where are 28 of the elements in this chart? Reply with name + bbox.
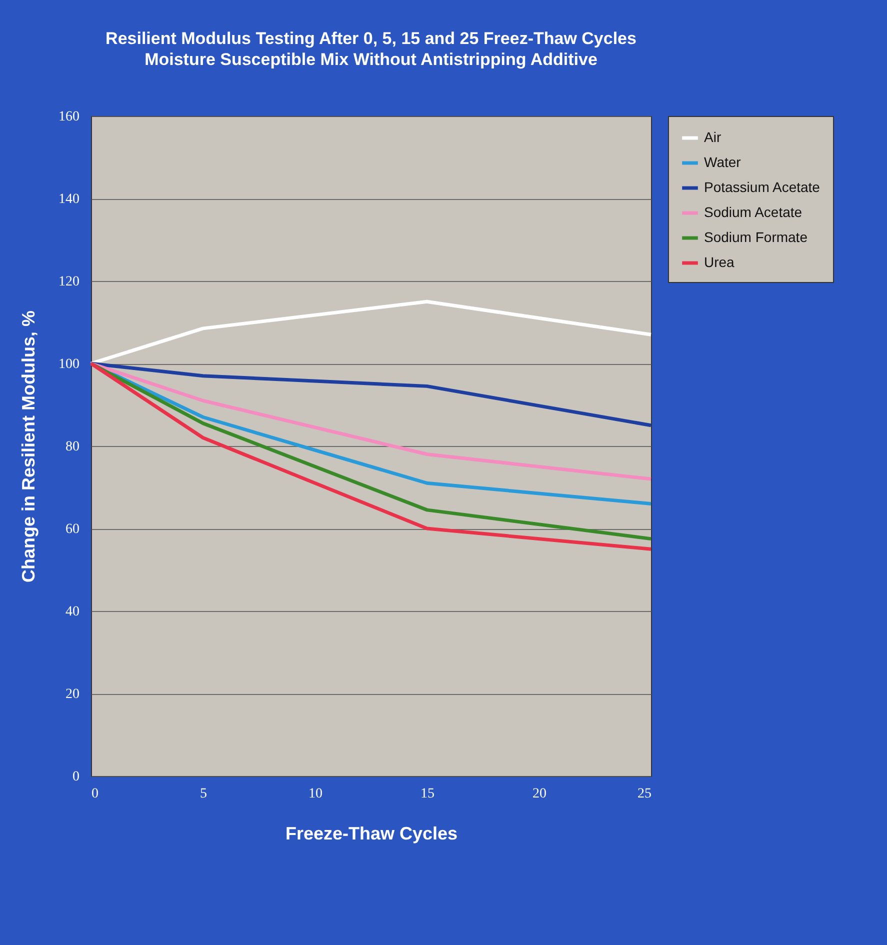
- legend-label: Water: [704, 154, 742, 170]
- line-series: [89, 362, 653, 481]
- chart-subtitle: Moisture Susceptible Mix Without Antistripping Additive: [144, 50, 598, 69]
- y-tick-label: 100: [58, 357, 80, 372]
- x-tick-label: 15: [420, 786, 434, 802]
- legend-label: Sodium Formate: [704, 229, 808, 245]
- y-tick-label: 120: [58, 274, 80, 290]
- line-series: [89, 300, 653, 366]
- legend-label: Urea: [704, 254, 735, 270]
- x-tick-label: 5: [200, 786, 207, 802]
- line-series: [89, 362, 653, 428]
- legend-label: Air: [704, 129, 722, 145]
- y-tick-label: 160: [58, 110, 80, 124]
- y-tick-label: 80: [66, 440, 80, 454]
- y-axis-title: Change in Resilient Modulus, %: [18, 310, 38, 583]
- chart-title: Resilient Modulus Testing After 0, 5, 15 and 25 Freez-Thaw Cycles: [106, 29, 636, 48]
- x-tick-label: 10: [308, 786, 322, 802]
- x-tick-label: 20: [532, 786, 546, 802]
- y-tick-label: 60: [66, 522, 80, 537]
- x-tick-label: 25: [638, 786, 652, 802]
- x-axis-title: Freeze-Thaw Cycles: [285, 824, 458, 844]
- y-tick-label: 0: [72, 770, 80, 784]
- legend-label: Potassium Acetate: [704, 179, 820, 195]
- x-tick-label: 0: [92, 786, 98, 802]
- legend-label: Sodium Acetate: [704, 204, 802, 220]
- y-tick-label: 40: [66, 604, 80, 620]
- y-tick-label: 20: [66, 687, 80, 702]
- y-tick-label: 140: [58, 192, 80, 207]
